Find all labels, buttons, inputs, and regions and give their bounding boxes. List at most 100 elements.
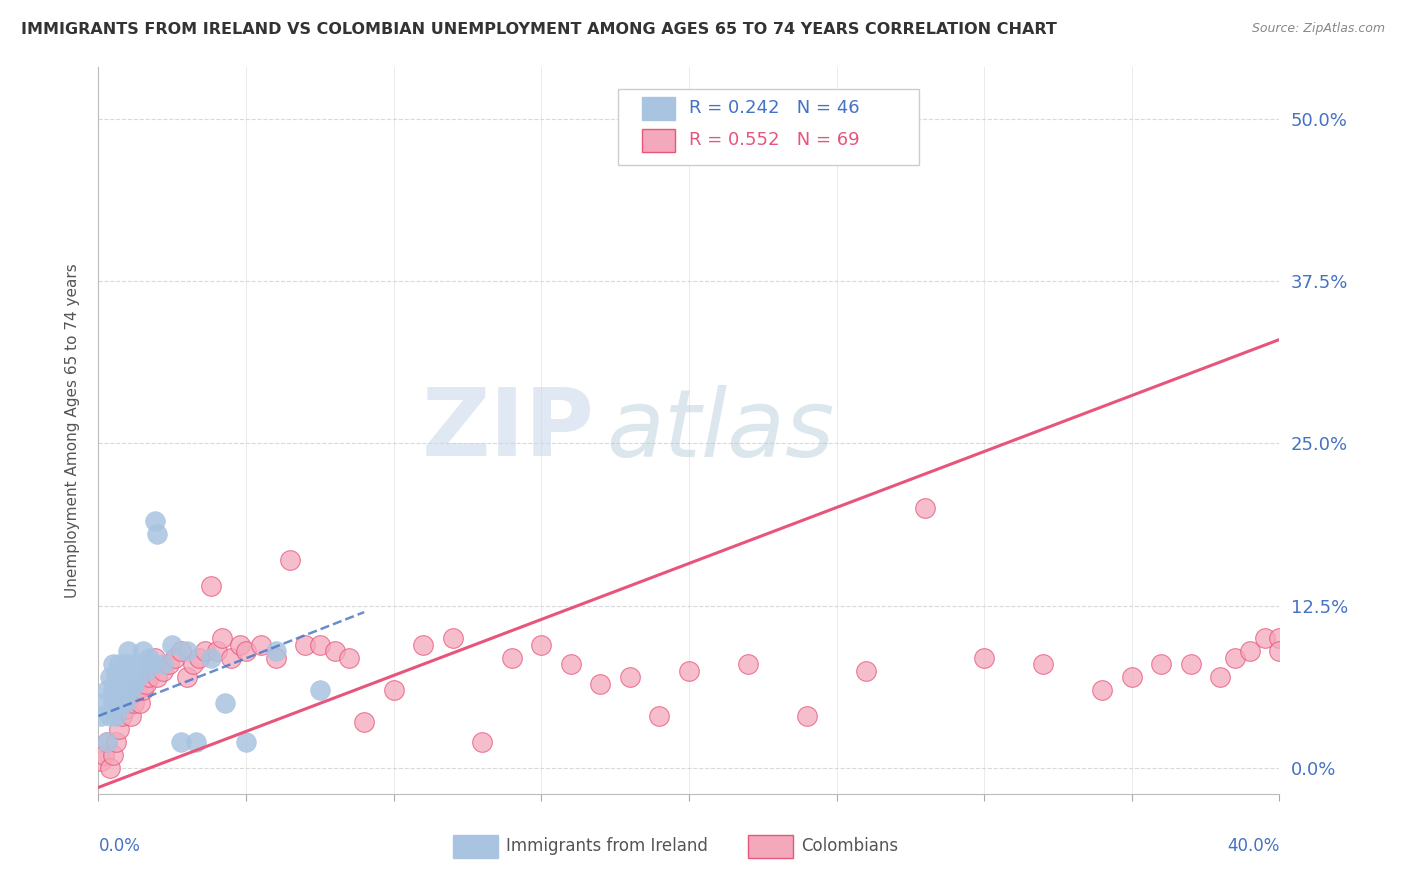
Point: [914, 501, 936, 516]
Point: [108, 683, 131, 698]
Point: [200, 650, 222, 665]
Point: [98, 670, 121, 684]
Point: [152, 664, 174, 678]
Point: [1150, 657, 1173, 671]
Y-axis label: Unemployment Among Ages 65 to 74 years: Unemployment Among Ages 65 to 74 years: [65, 263, 80, 598]
Point: [105, 735, 128, 749]
Point: [176, 644, 198, 658]
Point: [501, 650, 523, 665]
Point: [1091, 683, 1114, 698]
Point: [221, 650, 243, 665]
Point: [111, 709, 134, 723]
Point: [108, 657, 131, 671]
Point: [1209, 670, 1232, 684]
Point: [105, 670, 128, 684]
Point: [187, 650, 209, 665]
Text: Source: ZipAtlas.com: Source: ZipAtlas.com: [1251, 22, 1385, 36]
Point: [1239, 644, 1261, 658]
Point: [678, 664, 700, 678]
Point: [471, 735, 494, 749]
Point: [165, 650, 187, 665]
Text: Colombians: Colombians: [801, 838, 898, 855]
Point: [264, 650, 287, 665]
Point: [264, 644, 287, 658]
Point: [441, 631, 464, 645]
Point: [114, 702, 136, 716]
Point: [205, 644, 228, 658]
Point: [589, 676, 612, 690]
Point: [1254, 631, 1277, 645]
Point: [560, 657, 582, 671]
Point: [122, 676, 145, 690]
Point: [117, 670, 139, 684]
Text: Immigrants from Ireland: Immigrants from Ireland: [506, 838, 707, 855]
Point: [108, 722, 131, 736]
Point: [737, 657, 759, 671]
Point: [152, 657, 174, 671]
Point: [117, 644, 139, 658]
Point: [128, 696, 150, 710]
Text: ZIP: ZIP: [422, 384, 595, 476]
Point: [176, 670, 198, 684]
FancyBboxPatch shape: [619, 88, 920, 165]
Point: [135, 676, 157, 690]
Point: [309, 638, 332, 652]
Point: [120, 709, 142, 723]
Point: [412, 638, 434, 652]
Point: [96, 735, 118, 749]
Point: [105, 683, 128, 698]
Point: [103, 747, 125, 762]
Point: [181, 657, 204, 671]
Point: [120, 670, 142, 684]
Point: [98, 761, 121, 775]
Point: [796, 709, 818, 723]
Point: [530, 638, 553, 652]
Point: [96, 735, 118, 749]
Point: [162, 638, 183, 652]
Point: [855, 664, 877, 678]
Point: [93, 747, 115, 762]
Point: [280, 553, 302, 567]
Point: [235, 735, 257, 749]
FancyBboxPatch shape: [453, 835, 498, 858]
Point: [1268, 631, 1291, 645]
Point: [111, 670, 134, 684]
Point: [170, 644, 193, 658]
Point: [114, 683, 136, 698]
Point: [117, 696, 139, 710]
Point: [132, 644, 155, 658]
Point: [309, 683, 332, 698]
Point: [103, 696, 125, 710]
Point: [146, 670, 169, 684]
Point: [90, 755, 112, 769]
Point: [98, 709, 121, 723]
Point: [143, 514, 166, 528]
Text: 0.0%: 0.0%: [98, 838, 141, 855]
Point: [146, 527, 169, 541]
Point: [170, 735, 193, 749]
Text: IMMIGRANTS FROM IRELAND VS COLOMBIAN UNEMPLOYMENT AMONG AGES 65 TO 74 YEARS CORR: IMMIGRANTS FROM IRELAND VS COLOMBIAN UNE…: [21, 22, 1057, 37]
Point: [382, 683, 405, 698]
Point: [1121, 670, 1143, 684]
Point: [141, 657, 163, 671]
FancyBboxPatch shape: [641, 128, 675, 152]
Point: [211, 631, 233, 645]
Point: [122, 696, 145, 710]
Point: [125, 683, 148, 698]
Point: [973, 650, 995, 665]
Point: [103, 657, 125, 671]
Text: R = 0.552   N = 69: R = 0.552 N = 69: [689, 131, 859, 149]
Point: [125, 670, 148, 684]
Point: [141, 657, 163, 671]
Point: [229, 638, 252, 652]
Point: [114, 657, 136, 671]
Point: [96, 683, 118, 698]
Point: [184, 735, 207, 749]
Point: [1225, 650, 1247, 665]
Point: [294, 638, 316, 652]
Point: [93, 696, 115, 710]
Point: [108, 696, 131, 710]
FancyBboxPatch shape: [748, 835, 793, 858]
Point: [648, 709, 671, 723]
Text: 40.0%: 40.0%: [1227, 838, 1279, 855]
